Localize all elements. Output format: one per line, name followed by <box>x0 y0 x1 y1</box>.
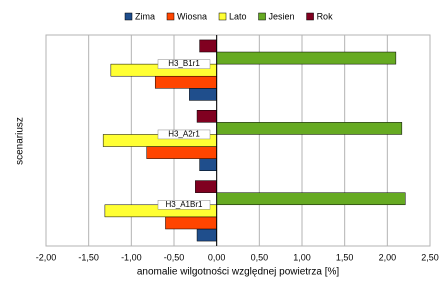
x-tick-label: -1,00 <box>121 252 142 262</box>
category-label-box <box>157 129 211 140</box>
legend-swatch <box>306 12 314 21</box>
x-tick-label: 2,50 <box>421 252 439 262</box>
bar <box>216 51 397 65</box>
legend-label: Lato <box>229 11 247 21</box>
x-tick-label: 2,00 <box>379 252 397 262</box>
category-label: H3_B1r1 <box>168 59 200 68</box>
bar <box>196 228 217 242</box>
bar <box>216 192 406 206</box>
x-tick-label: -0,50 <box>164 252 185 262</box>
x-tick-label: -1,50 <box>78 252 99 262</box>
legend-label: Jesien <box>269 11 295 21</box>
bar <box>165 216 217 230</box>
legend-swatch <box>258 12 266 21</box>
bar <box>196 110 217 123</box>
x-axis-title: anomalie wilgotności względnej powietrza… <box>137 267 340 278</box>
x-tick-label: 0,00 <box>208 252 226 262</box>
bar <box>199 39 217 53</box>
category-label-box <box>157 200 211 210</box>
bar <box>146 146 217 159</box>
legend-label: Zima <box>135 11 155 21</box>
category-label: H3_A2r1 <box>168 130 200 139</box>
bar <box>195 180 217 193</box>
legend-swatch <box>124 12 133 21</box>
x-tick-label: 1,50 <box>336 252 354 262</box>
legend-swatch <box>166 12 175 21</box>
y-axis-title: scenariusz <box>15 117 26 165</box>
bar <box>154 75 217 89</box>
category-label: H3_A1Br1 <box>166 200 203 209</box>
bar <box>199 158 217 171</box>
x-tick-label: 1,00 <box>293 252 311 262</box>
legend-label: Wiosna <box>177 11 207 21</box>
bar <box>189 88 217 101</box>
legend-label: Rok <box>317 11 334 21</box>
x-tick-label: 0,50 <box>251 252 269 262</box>
x-tick-label: -2,00 <box>36 252 57 262</box>
plot-frame <box>45 34 431 247</box>
category-label-box <box>157 59 211 69</box>
legend-swatch <box>218 12 227 21</box>
bar <box>216 122 403 135</box>
